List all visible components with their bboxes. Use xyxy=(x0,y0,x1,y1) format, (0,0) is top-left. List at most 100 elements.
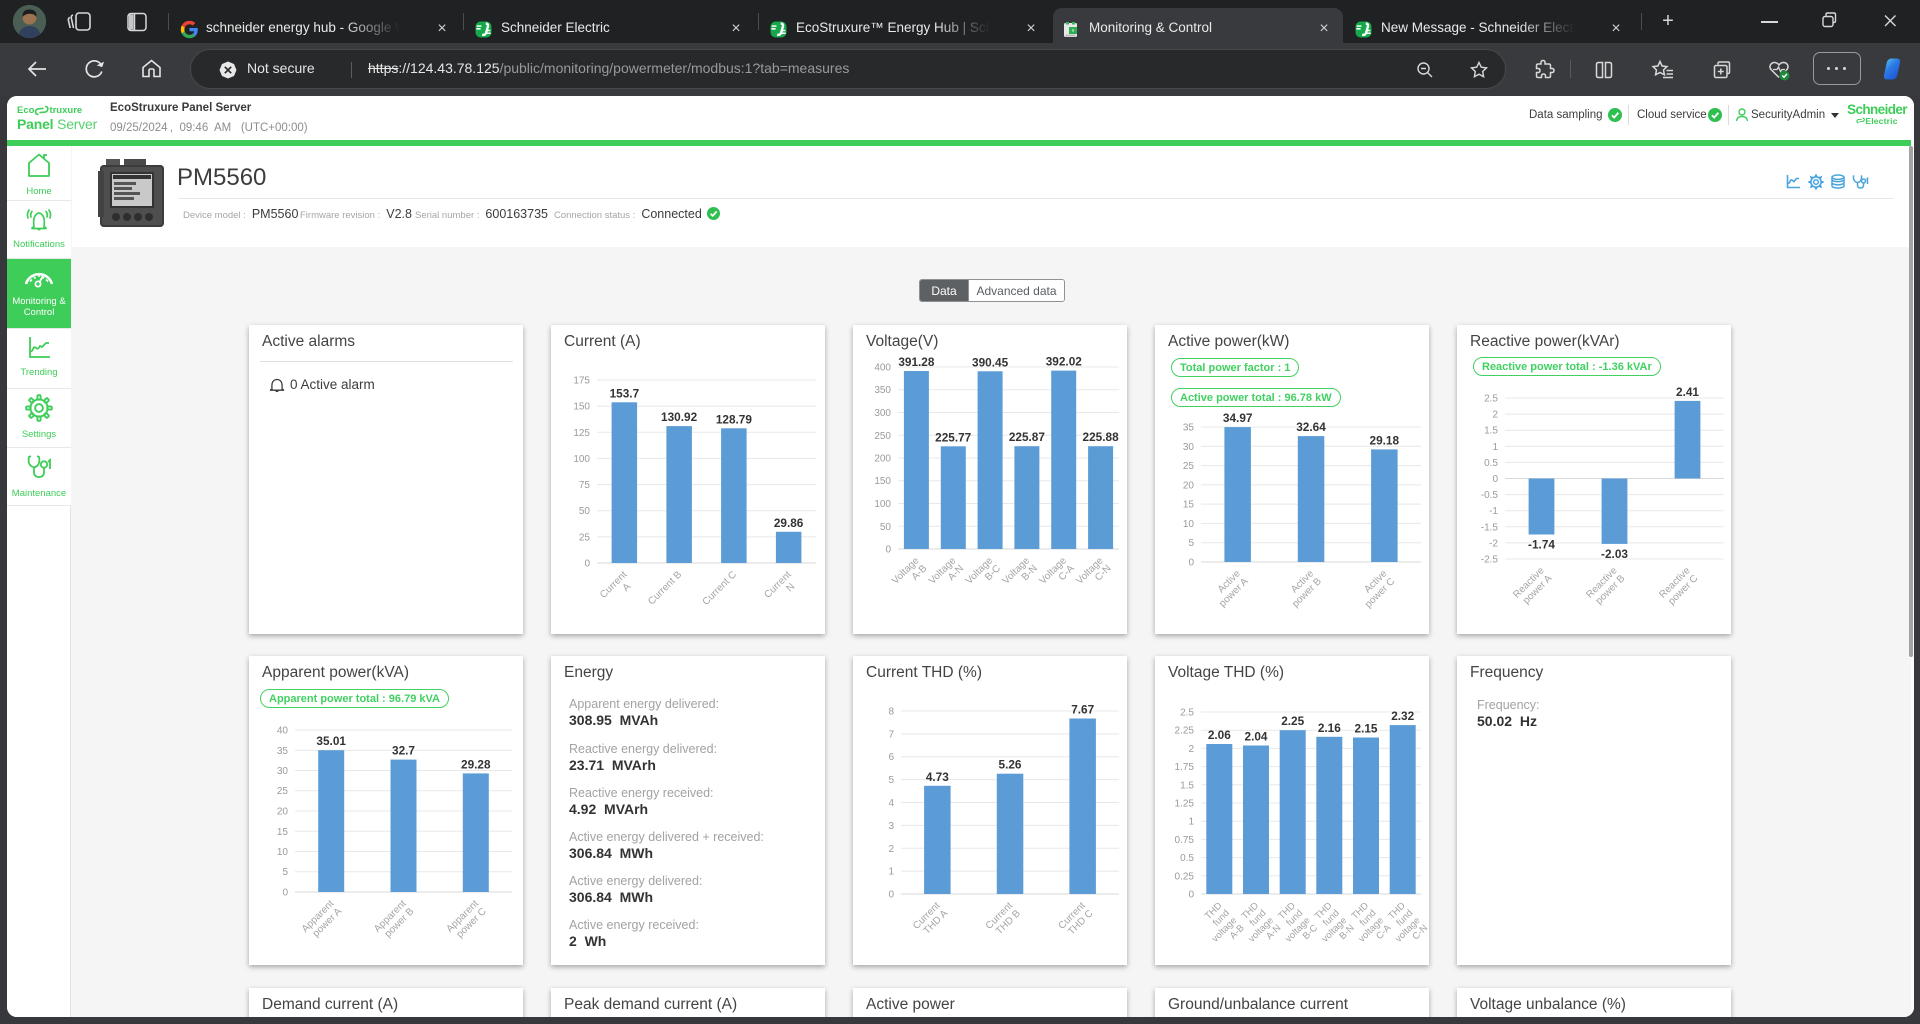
svg-text:5: 5 xyxy=(282,867,288,878)
svg-text:10: 10 xyxy=(277,847,289,858)
svg-text:1: 1 xyxy=(1492,442,1498,453)
svg-text:20: 20 xyxy=(277,807,289,818)
svg-text:15: 15 xyxy=(277,827,289,838)
svg-text:25: 25 xyxy=(1183,461,1195,472)
svg-text:34.97: 34.97 xyxy=(1223,411,1253,425)
svg-text:0: 0 xyxy=(1188,558,1194,569)
svg-text:50: 50 xyxy=(579,506,591,517)
svg-text:8: 8 xyxy=(888,707,894,718)
svg-text:2.5: 2.5 xyxy=(1484,394,1498,405)
svg-text:0.5: 0.5 xyxy=(1180,853,1194,864)
svg-text:Apparentpower A: Apparentpower A xyxy=(300,898,344,942)
svg-text:25: 25 xyxy=(277,786,289,797)
svg-text:1.5: 1.5 xyxy=(1484,426,1498,437)
svg-text:153.7: 153.7 xyxy=(610,386,640,400)
svg-text:150: 150 xyxy=(874,476,891,487)
svg-text:7: 7 xyxy=(888,729,894,740)
svg-text:2.16: 2.16 xyxy=(1318,721,1341,735)
svg-text:0: 0 xyxy=(1188,890,1194,901)
svg-text:2: 2 xyxy=(888,844,894,855)
svg-text:350: 350 xyxy=(874,385,891,396)
svg-text:0.5: 0.5 xyxy=(1484,458,1498,469)
svg-text:Apparentpower B: Apparentpower B xyxy=(372,898,416,942)
svg-text:CurrentN: CurrentN xyxy=(762,569,801,608)
svg-text:175: 175 xyxy=(573,376,590,387)
svg-text:VoltageB-C: VoltageB-C xyxy=(964,555,1003,594)
svg-text:0: 0 xyxy=(584,559,590,570)
svg-text:0: 0 xyxy=(888,890,894,901)
svg-text:128.79: 128.79 xyxy=(716,412,753,426)
svg-text:225.87: 225.87 xyxy=(1009,430,1046,444)
svg-text:1.25: 1.25 xyxy=(1175,799,1195,810)
svg-text:Current B: Current B xyxy=(646,569,684,607)
svg-text:4: 4 xyxy=(888,798,894,809)
svg-text:400: 400 xyxy=(874,363,891,374)
svg-text:CurrentTHD C: CurrentTHD C xyxy=(1056,900,1095,939)
svg-text:0.75: 0.75 xyxy=(1175,835,1195,846)
svg-text:29.18: 29.18 xyxy=(1370,433,1400,447)
svg-text:5.26: 5.26 xyxy=(999,758,1022,772)
svg-text:Activepower C: Activepower C xyxy=(1355,568,1397,610)
svg-text:5: 5 xyxy=(888,775,894,786)
svg-text:Current C: Current C xyxy=(701,569,739,607)
svg-text:2.15: 2.15 xyxy=(1355,722,1378,736)
svg-text:2.41: 2.41 xyxy=(1676,385,1699,399)
svg-text:-2.03: -2.03 xyxy=(1601,547,1628,561)
svg-text:390.45: 390.45 xyxy=(972,355,1009,369)
svg-text:0: 0 xyxy=(282,888,288,899)
svg-text:-1: -1 xyxy=(1489,506,1498,517)
svg-text:2.5: 2.5 xyxy=(1180,708,1194,719)
svg-text:1: 1 xyxy=(888,867,894,878)
svg-text:Activepower A: Activepower A xyxy=(1209,568,1250,609)
svg-text:25: 25 xyxy=(579,532,591,543)
svg-text:2.25: 2.25 xyxy=(1175,726,1195,737)
svg-text:1: 1 xyxy=(1188,817,1194,828)
svg-text:2.04: 2.04 xyxy=(1245,730,1268,744)
svg-text:20: 20 xyxy=(1183,480,1195,491)
svg-text:THDfundvoltageB-C: THDfundvoltageB-C xyxy=(1268,900,1320,952)
svg-text:150: 150 xyxy=(573,402,590,413)
svg-text:391.28: 391.28 xyxy=(898,355,935,369)
svg-text:0: 0 xyxy=(885,545,891,556)
svg-text:VoltageC-A: VoltageC-A xyxy=(1038,555,1077,594)
svg-text:7.67: 7.67 xyxy=(1071,703,1094,717)
svg-text:Activepower B: Activepower B xyxy=(1282,568,1324,610)
svg-text:-2: -2 xyxy=(1489,538,1498,549)
svg-text:392.02: 392.02 xyxy=(1046,355,1083,369)
svg-text:Reactivepower C: Reactivepower C xyxy=(1657,565,1700,608)
svg-text:Reactivepower B: Reactivepower B xyxy=(1584,565,1627,608)
svg-text:VoltageB-N: VoltageB-N xyxy=(1001,555,1040,594)
svg-text:100: 100 xyxy=(573,454,590,465)
svg-text:CurrentTHD A: CurrentTHD A xyxy=(911,900,950,939)
svg-text:-0.5: -0.5 xyxy=(1481,490,1499,501)
svg-text:-1.74: -1.74 xyxy=(1528,538,1555,552)
svg-text:75: 75 xyxy=(579,480,591,491)
svg-text:125: 125 xyxy=(573,428,590,439)
svg-text:2: 2 xyxy=(1492,410,1498,421)
svg-text:50: 50 xyxy=(880,522,892,533)
svg-text:3: 3 xyxy=(888,821,894,832)
svg-text:40: 40 xyxy=(277,726,289,737)
svg-text:4.73: 4.73 xyxy=(926,770,949,784)
svg-text:CurrentTHD B: CurrentTHD B xyxy=(984,900,1023,939)
svg-text:15: 15 xyxy=(1183,500,1195,511)
svg-text:35: 35 xyxy=(1183,423,1195,434)
svg-text:0: 0 xyxy=(1492,474,1498,485)
svg-text:2.06: 2.06 xyxy=(1208,728,1231,742)
svg-text:2: 2 xyxy=(1188,744,1194,755)
svg-text:CurrentA: CurrentA xyxy=(598,569,637,608)
svg-text:35: 35 xyxy=(277,746,289,757)
svg-text:1.75: 1.75 xyxy=(1175,762,1195,773)
svg-text:VoltageA-N: VoltageA-N xyxy=(927,555,966,594)
svg-text:5: 5 xyxy=(1188,538,1194,549)
svg-text:-1.5: -1.5 xyxy=(1481,522,1499,533)
svg-text:29.28: 29.28 xyxy=(461,757,491,771)
svg-text:0.25: 0.25 xyxy=(1175,871,1195,882)
svg-text:VoltageC-N: VoltageC-N xyxy=(1074,555,1113,594)
svg-text:32.64: 32.64 xyxy=(1296,420,1326,434)
svg-text:10: 10 xyxy=(1183,519,1195,530)
svg-text:2.32: 2.32 xyxy=(1391,709,1414,723)
svg-text:250: 250 xyxy=(874,431,891,442)
svg-text:-2.5: -2.5 xyxy=(1481,555,1499,566)
svg-text:6: 6 xyxy=(888,752,894,763)
